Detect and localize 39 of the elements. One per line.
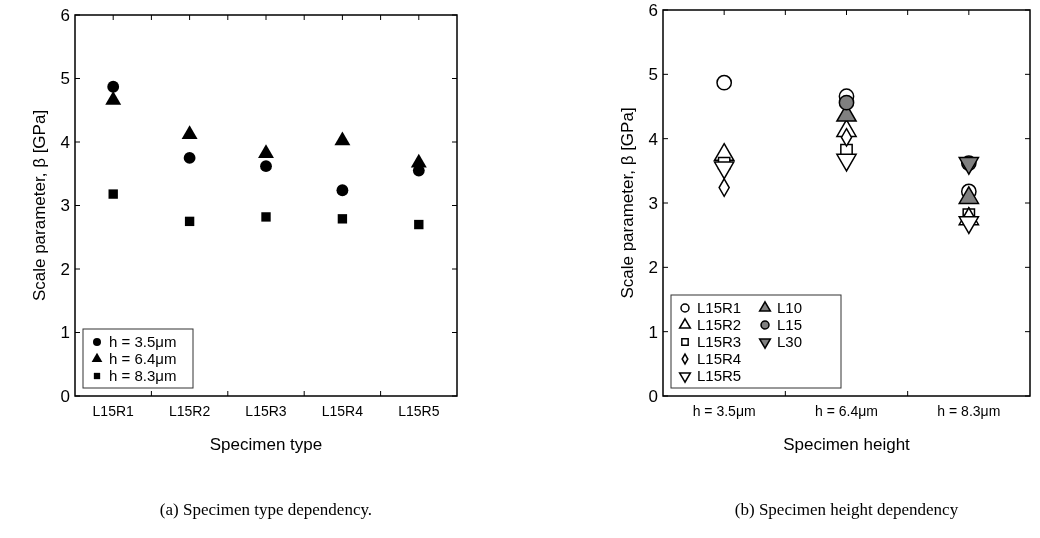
y-tick-label: 1	[60, 323, 70, 343]
y-tick-label: 1	[648, 322, 658, 342]
x-tick-label: h = 3.5μm	[692, 403, 756, 419]
x-tick-label: L15R2	[168, 403, 211, 419]
legend-label: L15R2	[697, 316, 742, 334]
x-tick-label: L15R3	[245, 403, 287, 419]
legend-label: L15R5	[697, 367, 742, 385]
legend-label: L10	[777, 299, 803, 317]
legend-label: L15R3	[697, 333, 742, 351]
y-tick-label: 3	[648, 193, 658, 213]
legend-label: h = 3.5μm	[109, 333, 177, 351]
x-tick-label: L15R5	[398, 403, 440, 419]
y-tick-label: 6	[648, 0, 658, 20]
x-tick-label: L15R4	[321, 403, 364, 419]
legend-label: L30	[777, 333, 803, 351]
legend-label: h = 8.3μm	[109, 367, 177, 385]
text: (a) Specimen type dependency.	[159, 500, 373, 519]
y-tick-label: 4	[60, 132, 70, 152]
y-tick-label: 3	[60, 196, 70, 216]
x-tick-label: L15R1	[92, 403, 135, 419]
y-tick-label: 2	[60, 259, 70, 279]
y-tick-label: 6	[60, 5, 70, 25]
y-tick-label: 5	[60, 69, 70, 89]
y-tick-label: 2	[648, 258, 658, 278]
legend-label: L15R4	[697, 350, 742, 368]
x-tick-label: h = 6.4μm	[815, 403, 878, 419]
text: (b) Specimen height dependency	[734, 500, 959, 519]
y-tick-label: 0	[648, 386, 658, 406]
y-tick-label: 4	[648, 129, 658, 149]
y-axis-title: Scale parameter, β [GPa]	[30, 109, 49, 302]
y-axis-title: Scale parameter, β [GPa]	[618, 107, 637, 299]
x-axis-title: Specimen height	[783, 435, 911, 454]
legend-label: L15R1	[697, 299, 742, 317]
x-axis-title: Specimen type	[209, 435, 323, 454]
y-tick-label: 0	[60, 386, 70, 406]
x-tick-label: h = 8.3μm	[937, 403, 1001, 419]
legend-label: h = 6.4μm	[109, 350, 177, 368]
y-tick-label: 5	[648, 65, 658, 85]
legend-label: L15	[777, 316, 803, 334]
